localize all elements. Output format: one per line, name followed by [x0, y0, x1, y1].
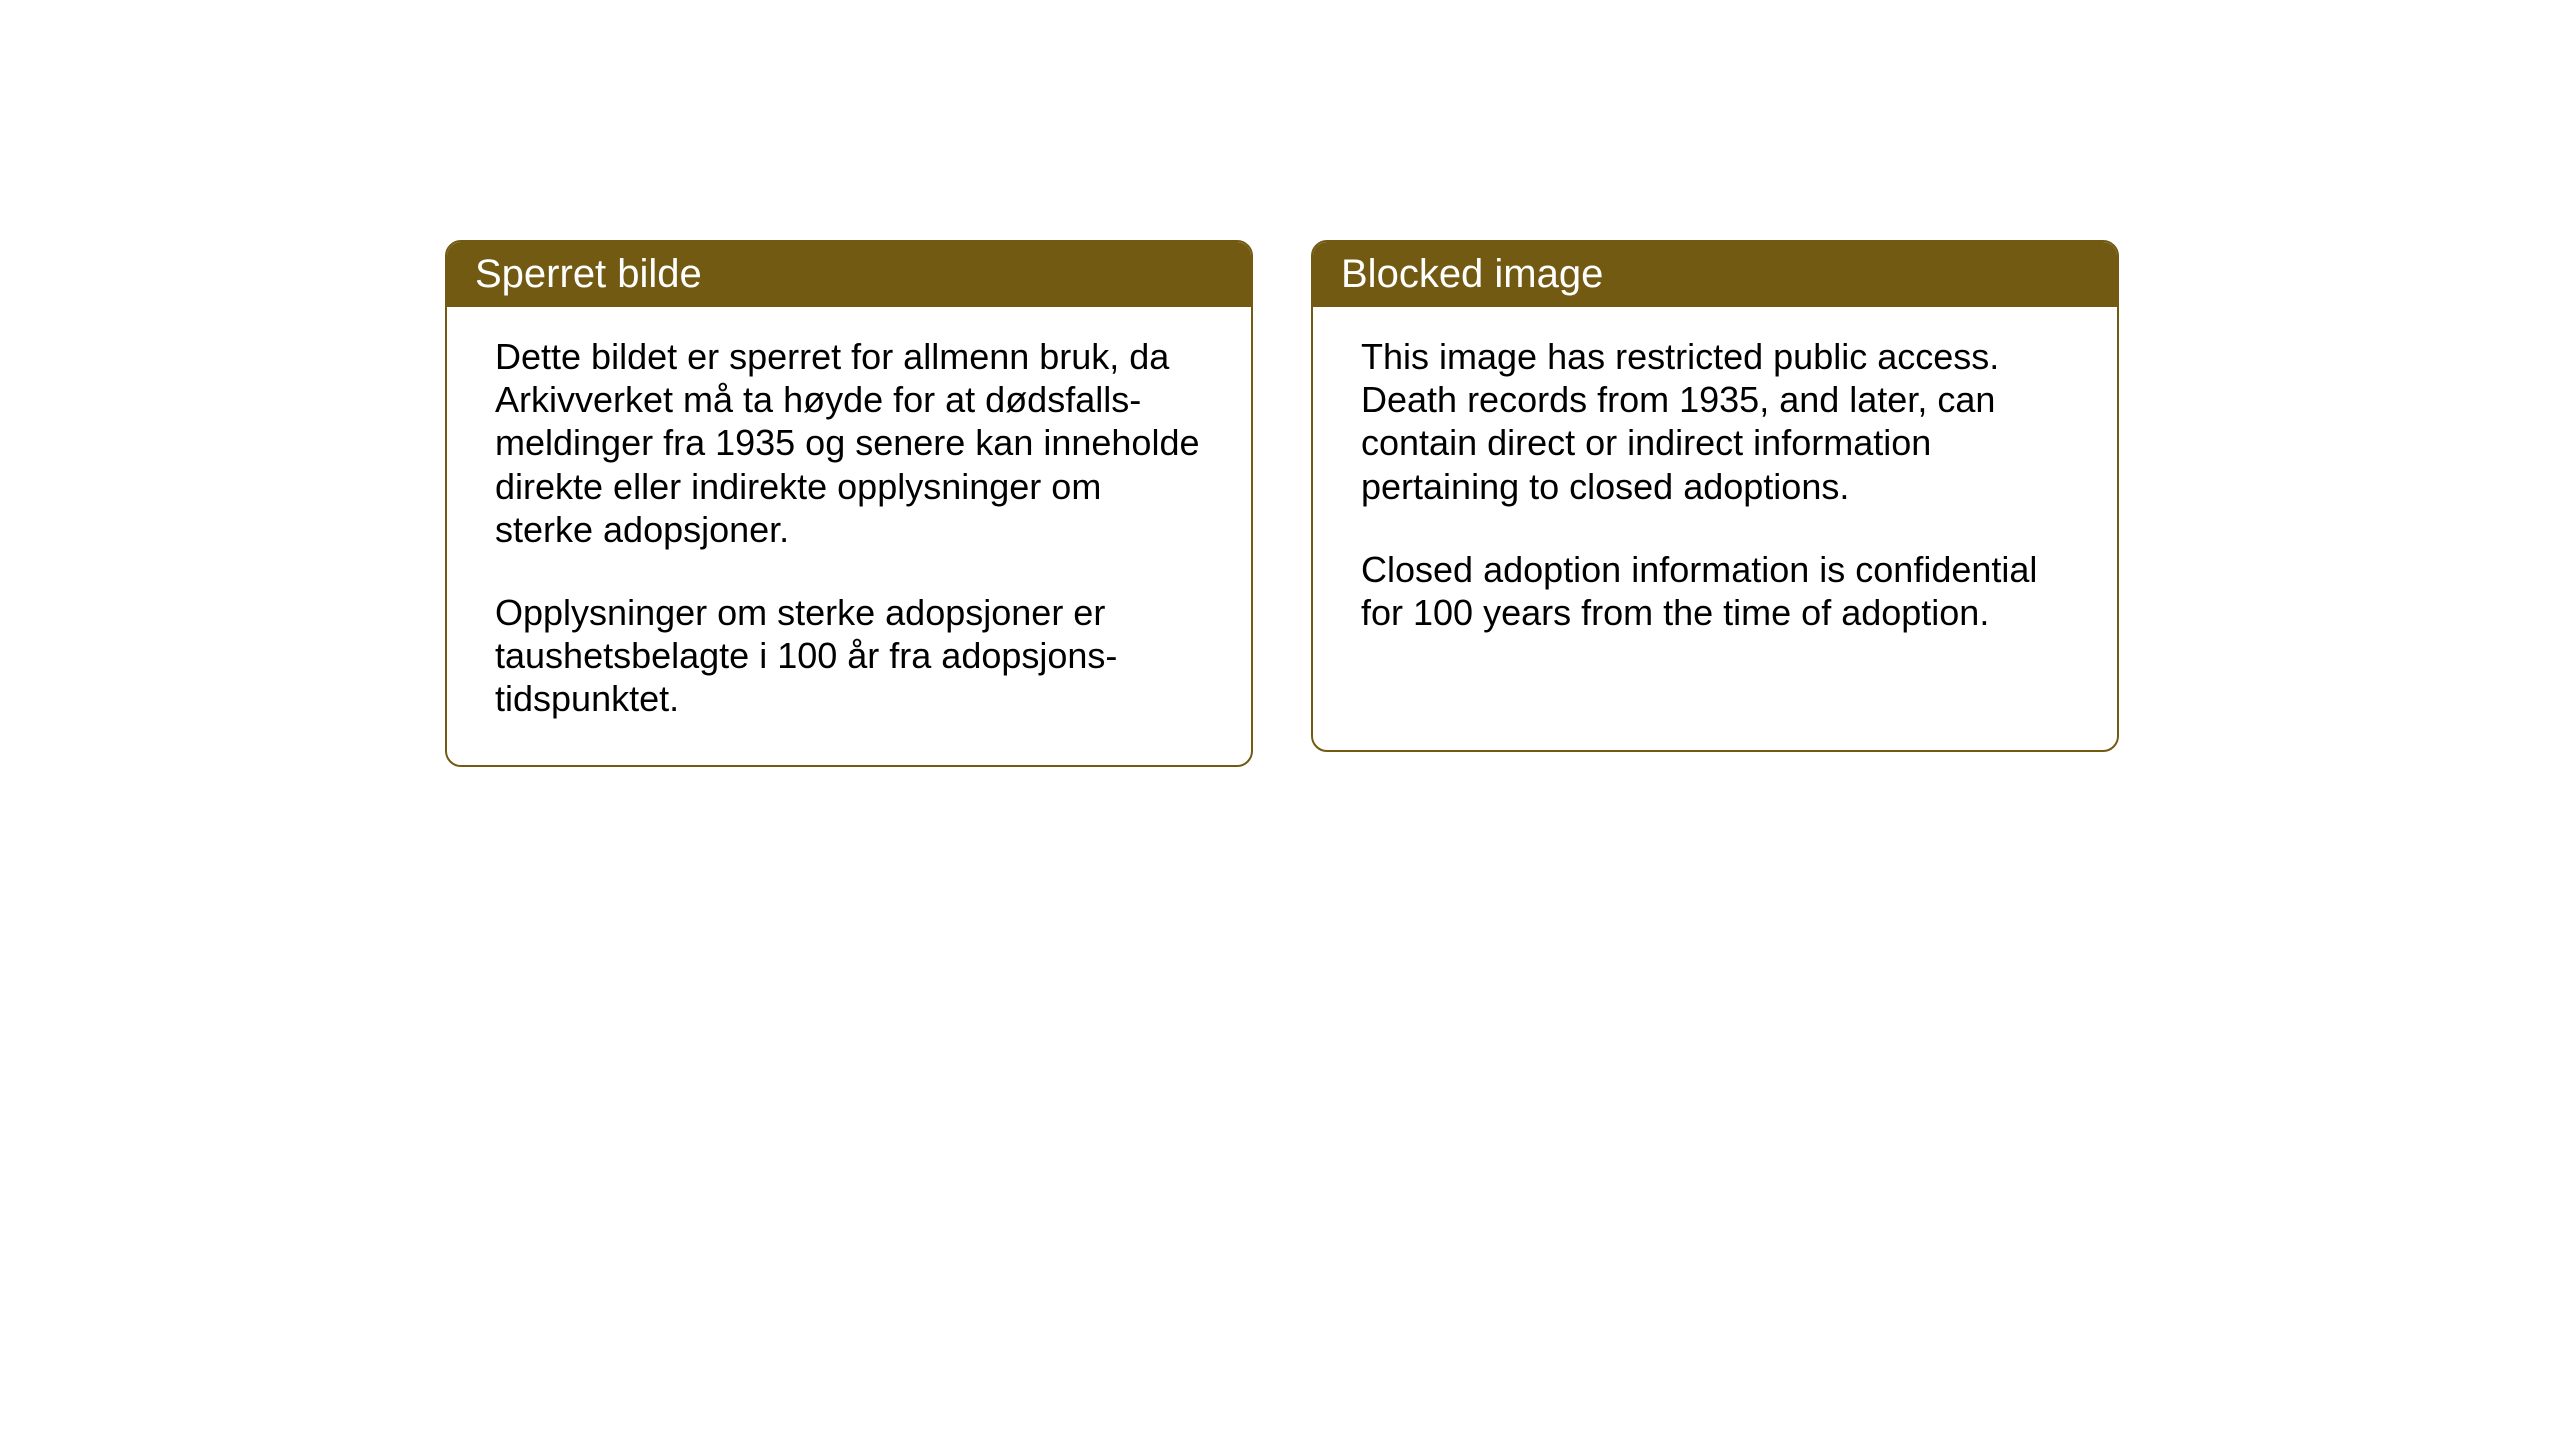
english-paragraph-2: Closed adoption information is confident… — [1361, 548, 2069, 634]
english-card-title: Blocked image — [1313, 242, 2117, 307]
norwegian-paragraph-2: Opplysninger om sterke adopsjoner er tau… — [495, 591, 1203, 721]
norwegian-paragraph-1: Dette bildet er sperret for allmenn bruk… — [495, 335, 1203, 551]
cards-container: Sperret bilde Dette bildet er sperret fo… — [445, 240, 2119, 767]
english-paragraph-1: This image has restricted public access.… — [1361, 335, 2069, 508]
norwegian-card-body: Dette bildet er sperret for allmenn bruk… — [447, 307, 1251, 765]
norwegian-card-title: Sperret bilde — [447, 242, 1251, 307]
english-card-body: This image has restricted public access.… — [1313, 307, 2117, 678]
norwegian-info-card: Sperret bilde Dette bildet er sperret fo… — [445, 240, 1253, 767]
english-info-card: Blocked image This image has restricted … — [1311, 240, 2119, 752]
